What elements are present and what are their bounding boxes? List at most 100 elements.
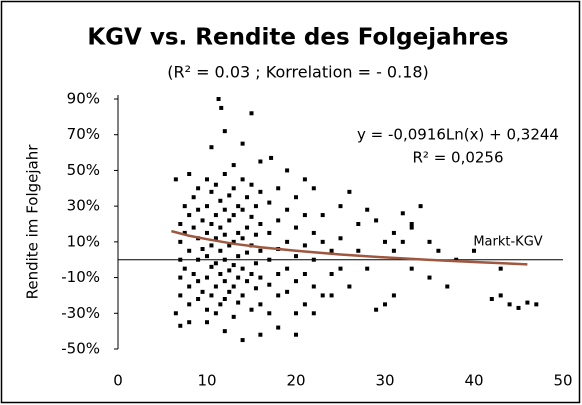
point xyxy=(253,232,258,237)
point xyxy=(356,222,361,226)
point xyxy=(409,225,414,230)
point xyxy=(374,307,379,312)
point xyxy=(182,204,187,209)
point xyxy=(196,279,201,284)
point xyxy=(187,284,192,289)
point xyxy=(227,243,232,248)
x-tick-label: 40 xyxy=(464,372,483,390)
market-label: Markt-KGV xyxy=(473,235,542,250)
point xyxy=(267,230,272,235)
y-tick-label: 70% xyxy=(67,125,100,143)
point xyxy=(236,300,241,305)
point xyxy=(245,250,250,255)
chart-title: KGV vs. Rendite des Folgejahres xyxy=(87,25,508,51)
point xyxy=(391,293,396,298)
point xyxy=(187,302,192,307)
point xyxy=(231,314,236,319)
point xyxy=(302,302,307,307)
point xyxy=(258,275,263,280)
x-tick-label: 20 xyxy=(286,372,305,390)
point xyxy=(253,204,258,209)
trend-line xyxy=(171,229,528,266)
point xyxy=(213,311,218,316)
point xyxy=(285,207,290,212)
point xyxy=(320,293,325,298)
point xyxy=(267,311,272,316)
point xyxy=(191,195,196,200)
point xyxy=(213,213,218,218)
chart-subtitle: (R² = 0.03 ; Korrelation = - 0.18) xyxy=(167,63,429,82)
point xyxy=(338,204,343,209)
point xyxy=(209,145,214,150)
point xyxy=(231,163,236,168)
point xyxy=(222,232,227,237)
point xyxy=(489,297,494,301)
point xyxy=(178,257,183,262)
point xyxy=(209,189,214,194)
point xyxy=(267,257,272,262)
y-tick-label: 90% xyxy=(67,90,100,108)
y-tick-label: -50% xyxy=(61,340,100,358)
point xyxy=(227,218,232,223)
trend-r2: R² = 0,0256 xyxy=(412,149,503,167)
point xyxy=(209,243,214,248)
point xyxy=(240,338,245,343)
point xyxy=(258,189,263,194)
point xyxy=(320,213,325,218)
point xyxy=(196,186,201,191)
point xyxy=(222,257,227,262)
point xyxy=(285,168,290,173)
point xyxy=(205,204,209,209)
point xyxy=(294,311,298,316)
point xyxy=(383,302,387,307)
point xyxy=(182,266,187,271)
point xyxy=(218,198,223,203)
point xyxy=(258,159,263,164)
point xyxy=(249,214,254,219)
point xyxy=(267,282,272,287)
point xyxy=(205,275,209,280)
point xyxy=(374,218,379,223)
point xyxy=(294,225,298,230)
point xyxy=(311,186,316,191)
point xyxy=(320,239,325,244)
point xyxy=(191,272,196,276)
point xyxy=(311,230,316,235)
point xyxy=(219,105,224,110)
point xyxy=(253,261,258,266)
point xyxy=(209,264,214,269)
point xyxy=(216,97,221,101)
point xyxy=(191,225,196,230)
point xyxy=(534,302,539,307)
point xyxy=(525,300,530,305)
point xyxy=(205,320,209,325)
point xyxy=(227,193,232,198)
point xyxy=(178,275,183,280)
point xyxy=(218,272,223,276)
point xyxy=(249,307,254,312)
point xyxy=(356,248,361,253)
point xyxy=(445,284,450,289)
point xyxy=(454,257,459,262)
point xyxy=(227,289,232,294)
point xyxy=(245,195,250,200)
point xyxy=(365,207,370,212)
point xyxy=(347,189,352,194)
point xyxy=(236,204,241,209)
point xyxy=(231,263,236,268)
point xyxy=(213,182,218,187)
point xyxy=(218,248,223,253)
y-tick-label: -10% xyxy=(61,268,100,286)
point xyxy=(231,213,236,218)
point xyxy=(236,254,241,259)
point xyxy=(400,239,405,244)
point xyxy=(240,141,245,146)
point xyxy=(516,305,521,310)
point xyxy=(187,320,192,325)
point xyxy=(240,236,245,241)
point xyxy=(302,213,307,218)
point xyxy=(240,207,245,212)
point xyxy=(302,272,307,276)
